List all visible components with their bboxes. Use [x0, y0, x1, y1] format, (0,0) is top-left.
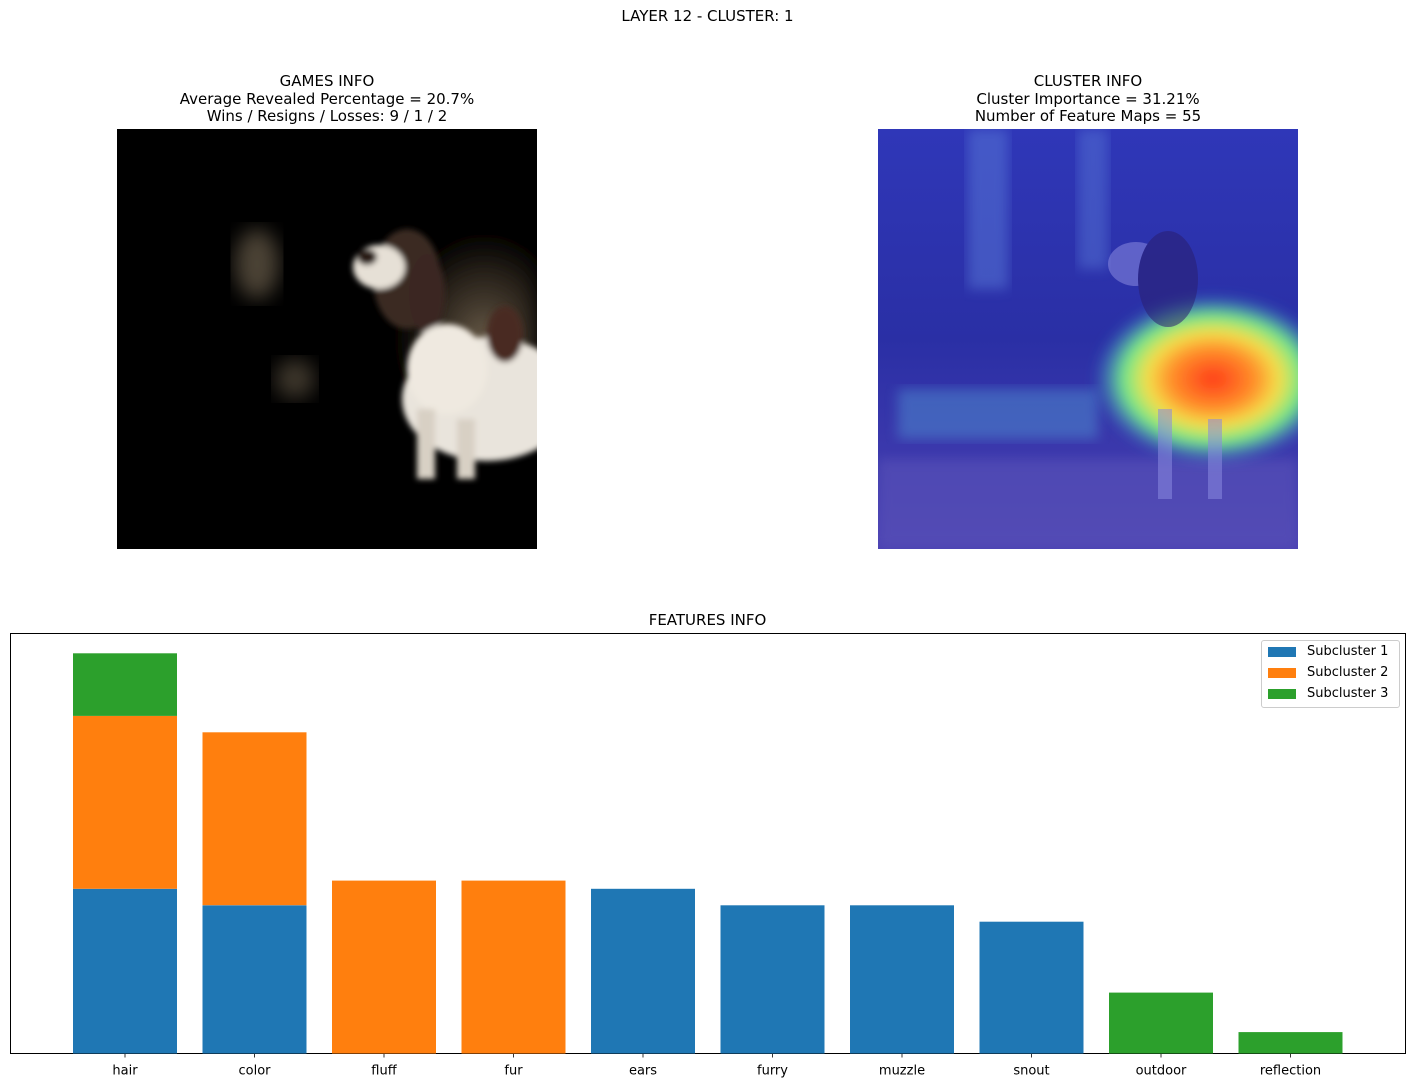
bar-ears-subcluster-1 — [591, 888, 695, 1054]
chart-legend: Subcluster 1 Subcluster 2 Subcluster 3 — [1261, 640, 1400, 708]
legend-label-subcluster-2: Subcluster 2 — [1307, 665, 1389, 680]
bar-muzzle-subcluster-1 — [850, 905, 954, 1054]
legend-swatch-subcluster-2 — [1268, 667, 1296, 678]
legend-label-subcluster-3: Subcluster 3 — [1307, 686, 1389, 701]
x-tick-label-outdoor: outdoor — [1136, 1064, 1187, 1079]
bar-hair-subcluster-1 — [73, 888, 177, 1054]
bar-snout-subcluster-1 — [979, 921, 1084, 1054]
x-tick-label-hair: hair — [112, 1064, 138, 1079]
legend-swatch-subcluster-1 — [1268, 646, 1296, 657]
x-tick-label-fur: fur — [504, 1064, 523, 1079]
cluster-info-heading: CLUSTER INFO — [1033, 72, 1143, 90]
bar-hair-subcluster-2 — [73, 715, 177, 889]
bar-furry-subcluster-1 — [720, 905, 825, 1054]
x-tick-label-color: color — [238, 1064, 271, 1079]
features-info-title: FEATURES INFO — [648, 611, 767, 629]
legend-item-subcluster-1: Subcluster 1 — [1268, 643, 1388, 661]
x-tick-label-fluff: fluff — [371, 1064, 397, 1079]
bar-outdoor-subcluster-3 — [1109, 992, 1213, 1054]
legend-item-subcluster-2: Subcluster 2 — [1268, 664, 1388, 682]
cluster-info-title: CLUSTER INFO Cluster Importance = 31.21%… — [808, 72, 1368, 126]
bar-fur-subcluster-2 — [461, 880, 566, 1054]
chart-x-ticks: hair color fluff fur ears furry muzzle snout out… — [112, 1053, 1321, 1079]
legend-swatch-subcluster-3 — [1268, 688, 1296, 699]
revealed-dog-illustration — [117, 129, 537, 549]
wins-resigns-losses: Wins / Resigns / Losses: 9 / 1 / 2 — [206, 107, 448, 125]
heatmap-illustration — [878, 129, 1298, 549]
cluster-importance: Cluster Importance = 31.21% — [976, 89, 1200, 108]
x-tick-label-reflection: reflection — [1260, 1064, 1321, 1079]
x-tick-label-furry: furry — [757, 1064, 788, 1079]
bar-color-subcluster-1 — [202, 905, 307, 1054]
bar-color-subcluster-2 — [202, 732, 307, 906]
legend-label-subcluster-1: Subcluster 1 — [1307, 644, 1389, 659]
cluster-heatmap-image — [878, 129, 1298, 549]
figure-suptitle: LAYER 12 - CLUSTER: 1 — [621, 7, 794, 25]
x-tick-label-ears: ears — [629, 1064, 657, 1079]
revealed-dog-image — [117, 129, 537, 549]
bar-fluff-subcluster-2 — [332, 880, 436, 1054]
games-info-heading: GAMES INFO — [279, 72, 375, 90]
average-revealed-percentage: Average Revealed Percentage = 20.7% — [179, 89, 475, 108]
x-tick-label-snout: snout — [1013, 1064, 1049, 1079]
x-tick-label-muzzle: muzzle — [879, 1064, 925, 1079]
bar-hair-subcluster-3 — [73, 653, 177, 716]
number-of-feature-maps: Number of Feature Maps = 55 — [974, 107, 1202, 125]
chart-axes-frame — [10, 633, 1406, 1054]
bar-reflection-subcluster-3 — [1238, 1032, 1343, 1054]
chart-bars — [73, 653, 1343, 1054]
games-info-title: GAMES INFO Average Revealed Percentage =… — [47, 72, 607, 126]
legend-item-subcluster-3: Subcluster 3 — [1268, 685, 1388, 703]
